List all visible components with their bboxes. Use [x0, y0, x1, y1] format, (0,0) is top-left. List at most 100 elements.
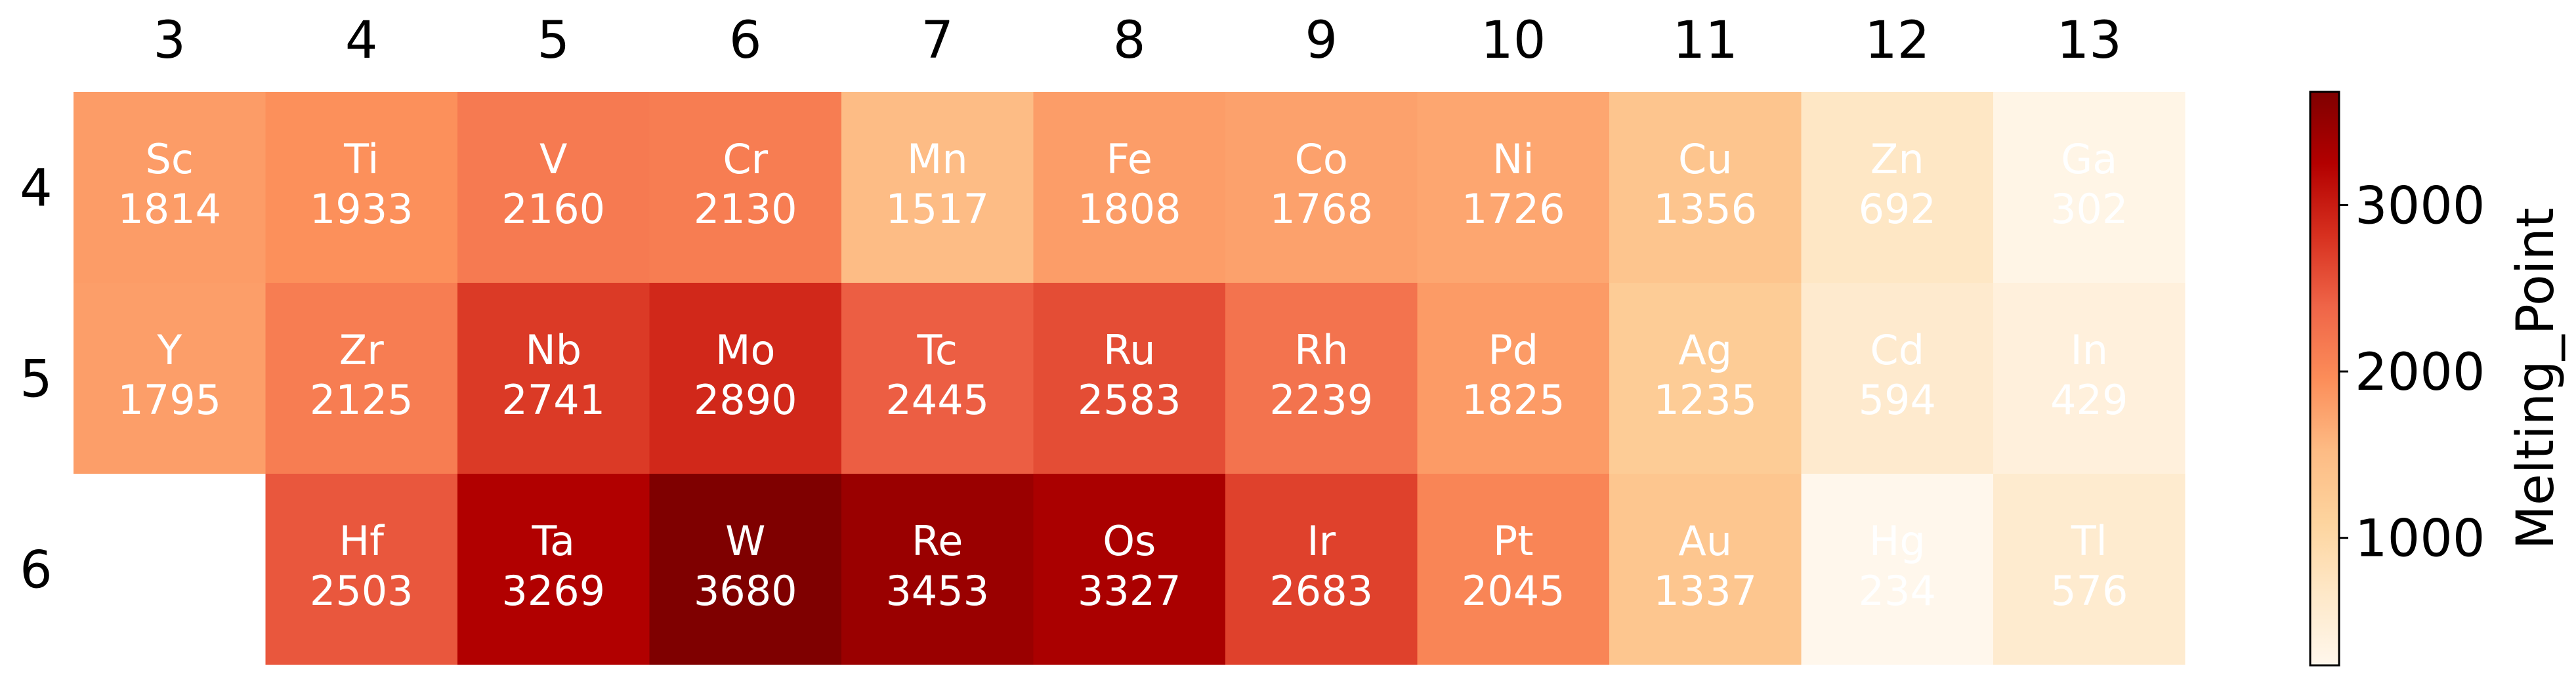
cell-value-label: 2503 [310, 567, 413, 615]
cell-symbol-label: Tl [2071, 517, 2107, 565]
x-tick-label: 13 [2057, 11, 2122, 70]
cell-fill [1225, 283, 1418, 474]
cell-value-label: 3269 [501, 567, 605, 615]
cell-fill [265, 92, 457, 283]
colorbar-tick-label: 2000 [2355, 343, 2485, 402]
cell-value-label: 2160 [501, 185, 605, 233]
cell-value-label: 692 [1859, 185, 1936, 233]
cell-symbol-label: Fe [1107, 135, 1152, 183]
cell-value-label: 576 [2050, 567, 2128, 615]
cell-value-label: 2583 [1078, 376, 1181, 424]
cell-symbol-label: Ga [2061, 135, 2117, 183]
cell-symbol-label: Ni [1492, 135, 1534, 183]
cell-fill [1033, 92, 1225, 283]
cell-symbol-label: Hf [339, 517, 386, 565]
cell-symbol-label: Sc [146, 135, 194, 183]
cell-symbol-label: Au [1678, 517, 1732, 565]
cell-value-label: 2125 [310, 376, 413, 424]
cell-symbol-label: Ru [1103, 326, 1156, 374]
cell-value-label: 1356 [1653, 185, 1757, 233]
cell-symbol-label: Y [156, 326, 182, 374]
cell-symbol-label: Pt [1493, 517, 1534, 565]
cell-value-label: 2683 [1269, 567, 1373, 615]
cell-fill [1033, 283, 1225, 474]
cell-value-label: 2890 [694, 376, 797, 424]
cell-symbol-label: Os [1103, 517, 1156, 565]
cell-symbol-label: Cu [1678, 135, 1733, 183]
x-tick-label: 3 [153, 11, 186, 70]
cell-fill [1225, 474, 1418, 665]
cell-value-label: 1933 [310, 185, 413, 233]
x-tick-label: 6 [729, 11, 762, 70]
cell-fill [649, 283, 841, 474]
cell-fill [1801, 474, 1993, 665]
cell-value-label: 1795 [117, 376, 221, 424]
cell-fill [649, 92, 841, 283]
x-tick-label: 7 [921, 11, 954, 70]
y-tick-label: 5 [20, 350, 53, 409]
x-tick-label: 8 [1113, 11, 1146, 70]
colorbar: 1000 2000 3000 Melting_Point [2309, 91, 2565, 667]
x-tick-label: 4 [345, 11, 378, 70]
cell-fill [457, 283, 650, 474]
colorbar-tick-label: 3000 [2355, 177, 2485, 236]
cell-value-label: 1235 [1653, 376, 1757, 424]
cell-fill [74, 92, 266, 283]
cell-fill [841, 474, 1034, 665]
cell-symbol-label: Mn [907, 135, 968, 183]
cell-symbol-label: Pd [1488, 326, 1538, 374]
x-tick-label: 10 [1481, 11, 1546, 70]
cell-symbol-label: Re [912, 517, 963, 565]
cell-value-label: 429 [2050, 376, 2128, 424]
cell-symbol-label: Ta [531, 517, 575, 565]
cell-symbol-label: Ir [1307, 517, 1336, 565]
cell-value-label: 3327 [1078, 567, 1181, 615]
cell-fill [1609, 92, 1802, 283]
heatmap-cells: Sc1814Ti1933V2160Cr2130Mn1517Fe1808Co176… [74, 92, 2185, 665]
cell-value-label: 1808 [1078, 185, 1181, 233]
cell-value-label: 594 [1859, 376, 1936, 424]
cell-value-label: 2130 [694, 185, 797, 233]
cell-fill [1417, 92, 1609, 283]
cell-symbol-label: Zn [1870, 135, 1924, 183]
cell-fill [457, 474, 650, 665]
cell-symbol-label: Mo [715, 326, 775, 374]
cell-fill [1225, 92, 1418, 283]
cell-fill [265, 283, 457, 474]
cell-value-label: 1337 [1653, 567, 1757, 615]
cell-fill [74, 283, 266, 474]
cell-value-label: 1825 [1462, 376, 1565, 424]
cell-fill [1033, 474, 1225, 665]
cell-value-label: 234 [1859, 567, 1936, 615]
cell-fill [649, 474, 841, 665]
cell-symbol-label: Cd [1870, 326, 1924, 374]
y-tick-label: 4 [20, 159, 53, 219]
cell-value-label: 2741 [501, 376, 605, 424]
cell-value-label: 1814 [117, 185, 221, 233]
cell-symbol-label: Zr [339, 326, 384, 374]
x-tick-label: 9 [1305, 11, 1338, 70]
cell-fill [841, 283, 1034, 474]
cell-fill [265, 474, 457, 665]
